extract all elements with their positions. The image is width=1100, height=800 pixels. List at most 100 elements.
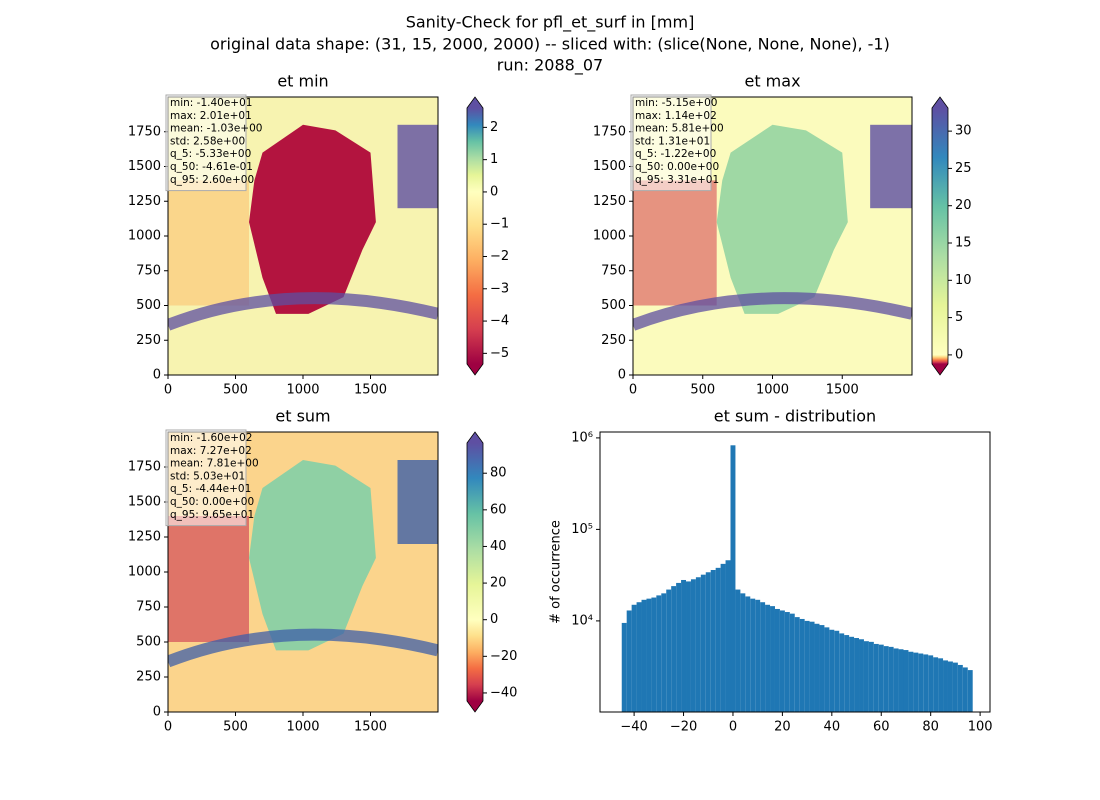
bar	[621, 622, 627, 712]
colorbar-tick-label: 20	[955, 198, 972, 213]
bar	[789, 613, 795, 712]
bar	[873, 643, 879, 712]
heatmap-image	[633, 97, 912, 375]
axes-frame	[599, 431, 991, 713]
y-tick-label: 0	[153, 705, 161, 720]
bar	[819, 625, 825, 712]
image-region	[397, 460, 438, 544]
colorbar-tick-label: 2	[490, 120, 498, 135]
stats-line: q_50: -4.61e-01	[170, 161, 253, 173]
colorbar-extend	[467, 364, 483, 375]
bar	[854, 638, 860, 712]
colorbar-frame	[931, 96, 949, 376]
colorbar-tick-label: −1	[490, 217, 509, 232]
colorbar-tick-label: 0	[490, 184, 498, 199]
axes-title: et sum - distribution	[714, 407, 876, 426]
stats-line: min: -5.15e+00	[635, 97, 717, 109]
bar	[646, 598, 652, 712]
y-tick-label: 1750	[593, 124, 626, 139]
bar	[943, 660, 948, 712]
colorbar-tick-label: −3	[490, 281, 509, 296]
bar	[636, 602, 642, 712]
y-tick-label: 1750	[128, 124, 161, 139]
bar	[760, 602, 766, 712]
bar	[799, 618, 805, 712]
x-tick-label: 1000	[286, 383, 319, 398]
bar	[695, 577, 701, 712]
bar	[661, 593, 667, 712]
bar	[859, 639, 864, 712]
stats-line: mean: 5.81e+00	[635, 123, 724, 135]
bar	[631, 604, 637, 712]
colorbar-tick-label: 80	[490, 466, 507, 481]
x-tick-label: 1500	[354, 383, 387, 398]
bar	[715, 567, 721, 712]
colorbar-extend	[467, 701, 483, 712]
stats-box	[165, 94, 247, 192]
bar	[666, 589, 672, 712]
image-region	[397, 124, 438, 209]
colorbar-tick-label: −4	[490, 314, 509, 329]
y-tick-label: 500	[136, 635, 161, 650]
bar	[671, 586, 677, 712]
x-tick-label: 1500	[826, 383, 859, 398]
bar	[967, 670, 973, 712]
colorbar-tick-label: 40	[490, 539, 507, 554]
suptitle: Sanity-Check for pfl_et_surf in [mm]	[406, 13, 695, 33]
bar	[839, 633, 845, 712]
stats-line: q_5: -1.22e+00	[635, 148, 716, 160]
x-tick-label: 80	[922, 720, 939, 735]
colorbar-tick-label: 10	[955, 273, 972, 288]
bar	[883, 646, 889, 712]
colorbar	[467, 443, 483, 701]
bar	[918, 653, 924, 712]
colorbar	[932, 108, 948, 364]
bar	[641, 599, 647, 712]
bar	[938, 658, 944, 712]
bar	[676, 582, 682, 712]
x-tick-label: 0	[164, 383, 172, 398]
stats-line: q_95: 2.60e+00	[170, 174, 254, 186]
x-tick-label: 40	[824, 720, 841, 735]
bar	[962, 667, 968, 712]
bar	[834, 630, 840, 712]
bar	[923, 654, 929, 712]
colorbar-tick-label: −2	[490, 249, 509, 264]
bar	[686, 581, 691, 712]
stats-line: max: 1.14e+02	[635, 110, 717, 122]
stats-line: min: -1.60e+02	[170, 432, 252, 444]
bar	[700, 574, 706, 712]
bar	[740, 593, 746, 712]
y-tick-label: 500	[601, 298, 626, 313]
bar	[779, 610, 785, 712]
stats-line: q_50: 0.00e+00	[170, 496, 254, 508]
image-region	[716, 124, 848, 314]
colorbar-tick-label: 15	[955, 236, 972, 251]
y-tick-label: 1250	[593, 194, 626, 209]
bar	[824, 627, 830, 712]
image-region	[168, 516, 249, 642]
bar	[770, 606, 775, 712]
x-tick-label: 1000	[286, 720, 319, 735]
y-tick-label: 750	[136, 263, 161, 278]
bar	[730, 445, 736, 712]
stats-line: max: 7.27e+02	[170, 445, 252, 457]
bar	[765, 604, 771, 712]
bar	[878, 644, 884, 712]
bar	[755, 599, 761, 712]
x-tick-label: 500	[223, 720, 248, 735]
bar	[928, 655, 934, 712]
colorbar	[467, 108, 483, 364]
bar	[725, 560, 731, 712]
bar	[745, 596, 751, 712]
image-region	[168, 180, 249, 306]
colorbar-tick-label: 25	[955, 161, 972, 176]
colorbar-extend	[467, 97, 483, 108]
y-tick-label: 0	[618, 368, 626, 383]
bar	[868, 641, 874, 712]
x-tick-label: 100	[968, 720, 993, 735]
bar	[750, 598, 756, 712]
y-tick-label: 0	[153, 368, 161, 383]
colorbar-tick-label: 1	[490, 152, 498, 167]
